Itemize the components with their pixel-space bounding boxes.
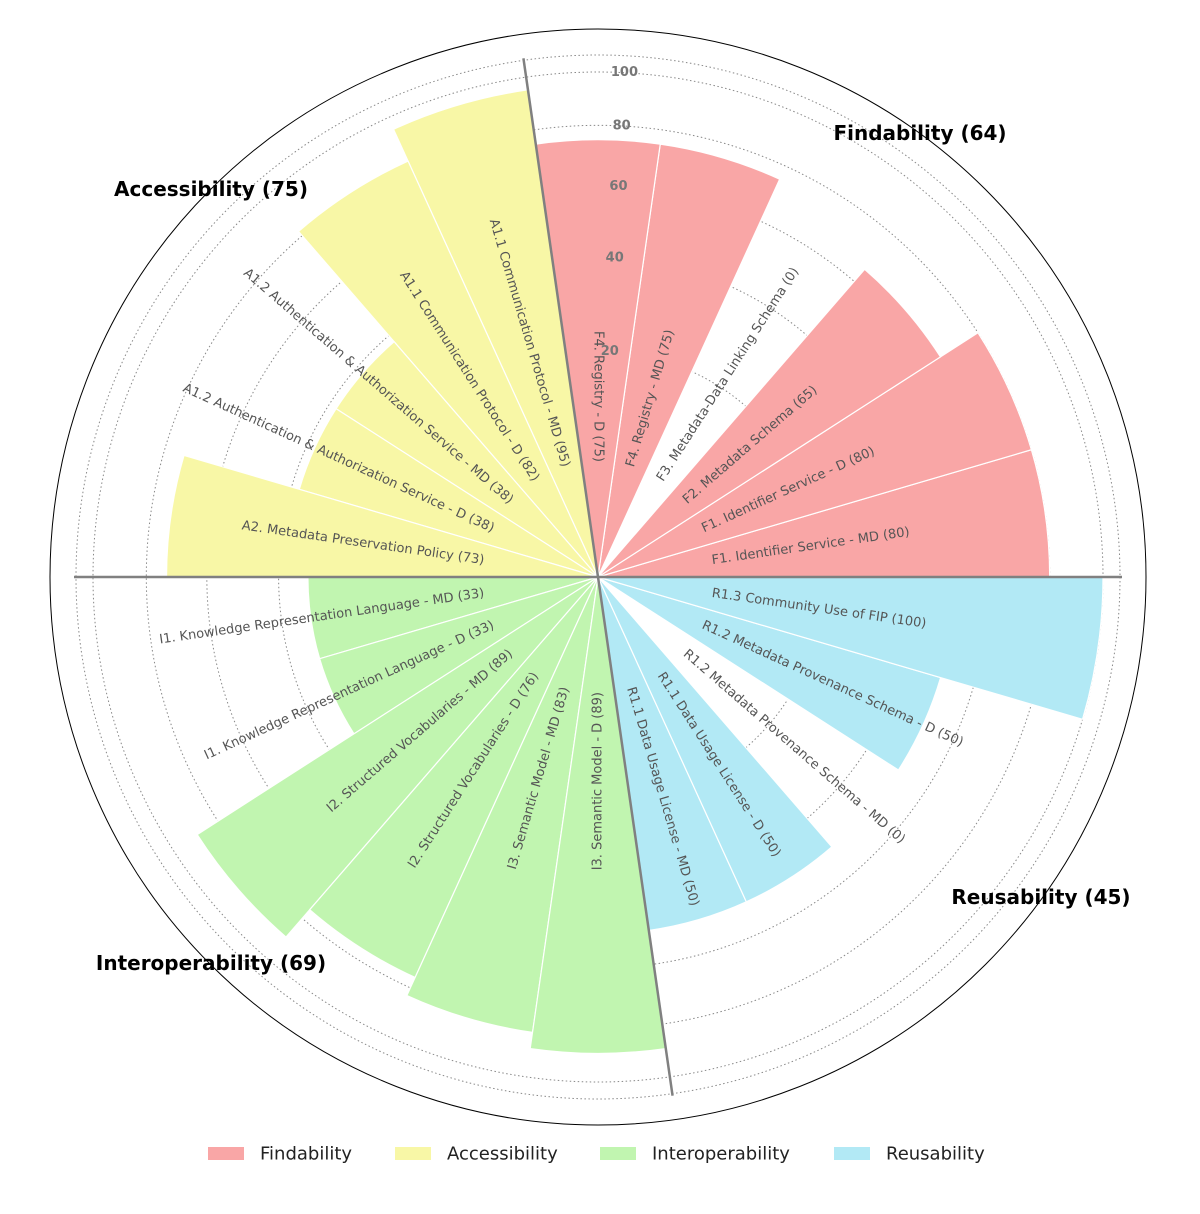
legend-label: Reusability [886,1144,985,1165]
category-label: Findability (64) [833,121,1006,145]
category-label: Reusability (45) [951,885,1130,909]
category-label: Interoperability (69) [96,951,326,975]
legend-label: Accessibility [447,1144,558,1165]
legend-swatch [600,1147,636,1160]
radial-tick-label: 80 [613,118,631,133]
bar [297,160,599,578]
bar [597,268,942,578]
radial-tick-label: 40 [606,251,624,266]
legend-item: Findability [208,1144,352,1165]
category-label: Accessibility (75) [114,177,308,201]
bar [196,576,599,938]
legend-swatch [395,1147,431,1160]
bar [597,576,833,903]
radial-tick-label: 20 [601,344,619,359]
legend-item: Accessibility [395,1144,558,1165]
bar [597,331,1033,578]
radial-tick-label: 100 [611,65,638,80]
legend-item: Reusability [834,1144,985,1165]
legend-label: Findability [260,1144,352,1165]
legend-swatch [834,1147,870,1160]
bar-label: F4. Registry - D (75) [591,331,606,462]
bar-label: I3. Semantic Model - D (89) [591,692,606,870]
category-separator [522,58,600,578]
legend-swatch [208,1147,244,1160]
radial-tick-label: 60 [609,179,627,194]
legend-item: Interoperability [600,1144,790,1165]
legend-label: Interoperability [652,1144,790,1165]
category-separator [596,576,674,1096]
outer-circle [49,28,1147,1126]
